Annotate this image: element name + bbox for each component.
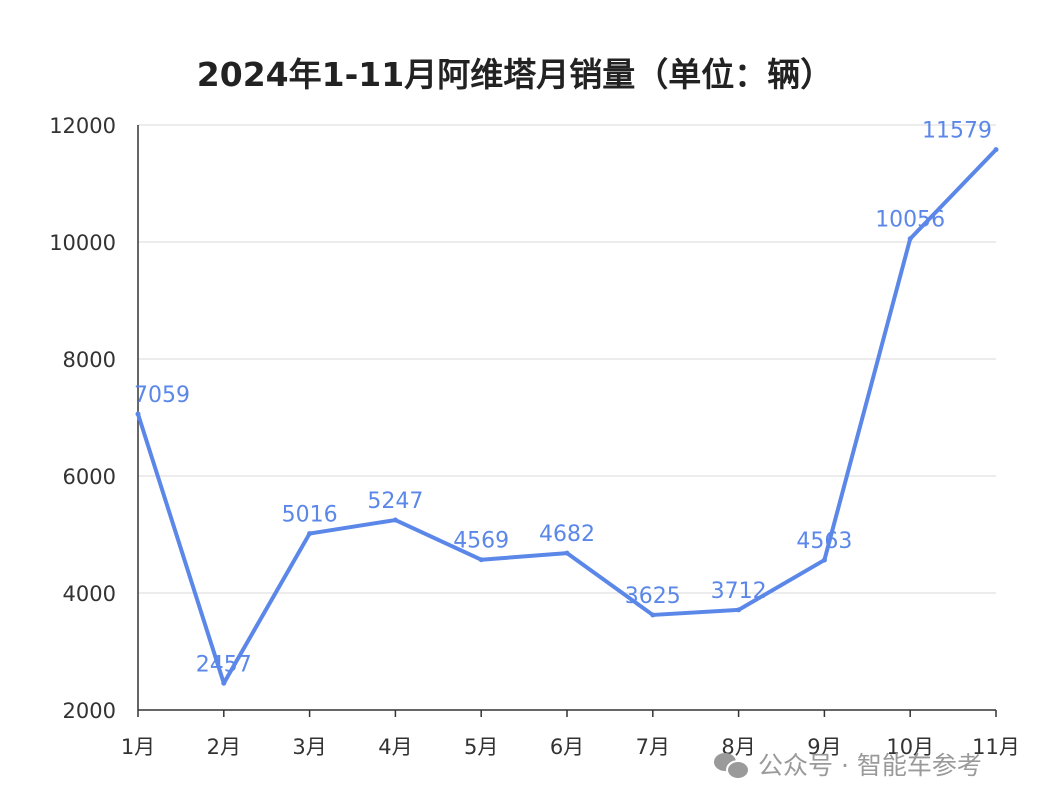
y-axis: 2000 4000 6000 8000 10000 12000: [49, 114, 139, 723]
data-label: 11579: [922, 119, 992, 144]
data-point: [821, 557, 827, 563]
data-label: 10056: [875, 208, 945, 233]
data-label: 2457: [196, 652, 252, 677]
data-point: [307, 531, 313, 537]
y-tick-label: 4000: [63, 582, 116, 606]
x-tick-label: 5月: [464, 735, 498, 759]
x-tick-label: 10月: [886, 735, 934, 759]
data-point: [993, 147, 999, 153]
y-tick-label: 10000: [49, 231, 116, 255]
x-tick-label: 11月: [972, 735, 1020, 759]
x-tick-label: 3月: [292, 735, 326, 759]
data-label: 3625: [625, 584, 681, 609]
data-label: 5247: [367, 489, 423, 514]
data-label: 4563: [796, 529, 852, 554]
data-label: 7059: [134, 383, 190, 408]
watermark-text: 公众号 · 智能车参考: [758, 751, 982, 780]
chart-title: 2024年1-11月阿维塔月销量（单位：辆）: [196, 55, 834, 94]
data-point: [478, 557, 484, 563]
x-tick-label: 7月: [636, 735, 670, 759]
data-label: 5016: [282, 503, 338, 528]
x-tick-label: 2月: [207, 735, 241, 759]
y-tick-label: 12000: [49, 114, 116, 138]
x-tick-label: 1月: [121, 735, 155, 759]
wechat-icon: [714, 749, 750, 780]
x-tick-label: 4月: [378, 735, 412, 759]
x-axis: 1月 2月 3月 4月 5月 6月 7月 8月 9月 10月 11月: [121, 709, 1020, 759]
data-point: [135, 411, 141, 417]
data-point: [650, 612, 656, 618]
data-point: [907, 236, 913, 242]
y-tick-label: 8000: [63, 348, 116, 372]
grid-lines: [138, 124, 996, 594]
series-line: [136, 147, 998, 686]
data-point: [221, 680, 227, 686]
series-layer: [135, 147, 999, 686]
data-point: [392, 517, 398, 523]
data-point: [736, 607, 742, 613]
watermark-footer: 公众号 · 智能车参考: [714, 740, 982, 788]
x-tick-label: 9月: [807, 735, 841, 759]
y-tick-label: 6000: [63, 465, 116, 489]
data-label: 4682: [539, 522, 595, 547]
data-labels: 7059 2457 5016 5247 4569 4682 3625 3712 4563 1005…: [134, 119, 992, 678]
x-tick-label: 6月: [550, 735, 584, 759]
data-label: 3712: [711, 579, 767, 604]
y-tick-label: 2000: [63, 699, 116, 723]
data-label: 4569: [453, 529, 509, 554]
data-point: [564, 550, 570, 556]
